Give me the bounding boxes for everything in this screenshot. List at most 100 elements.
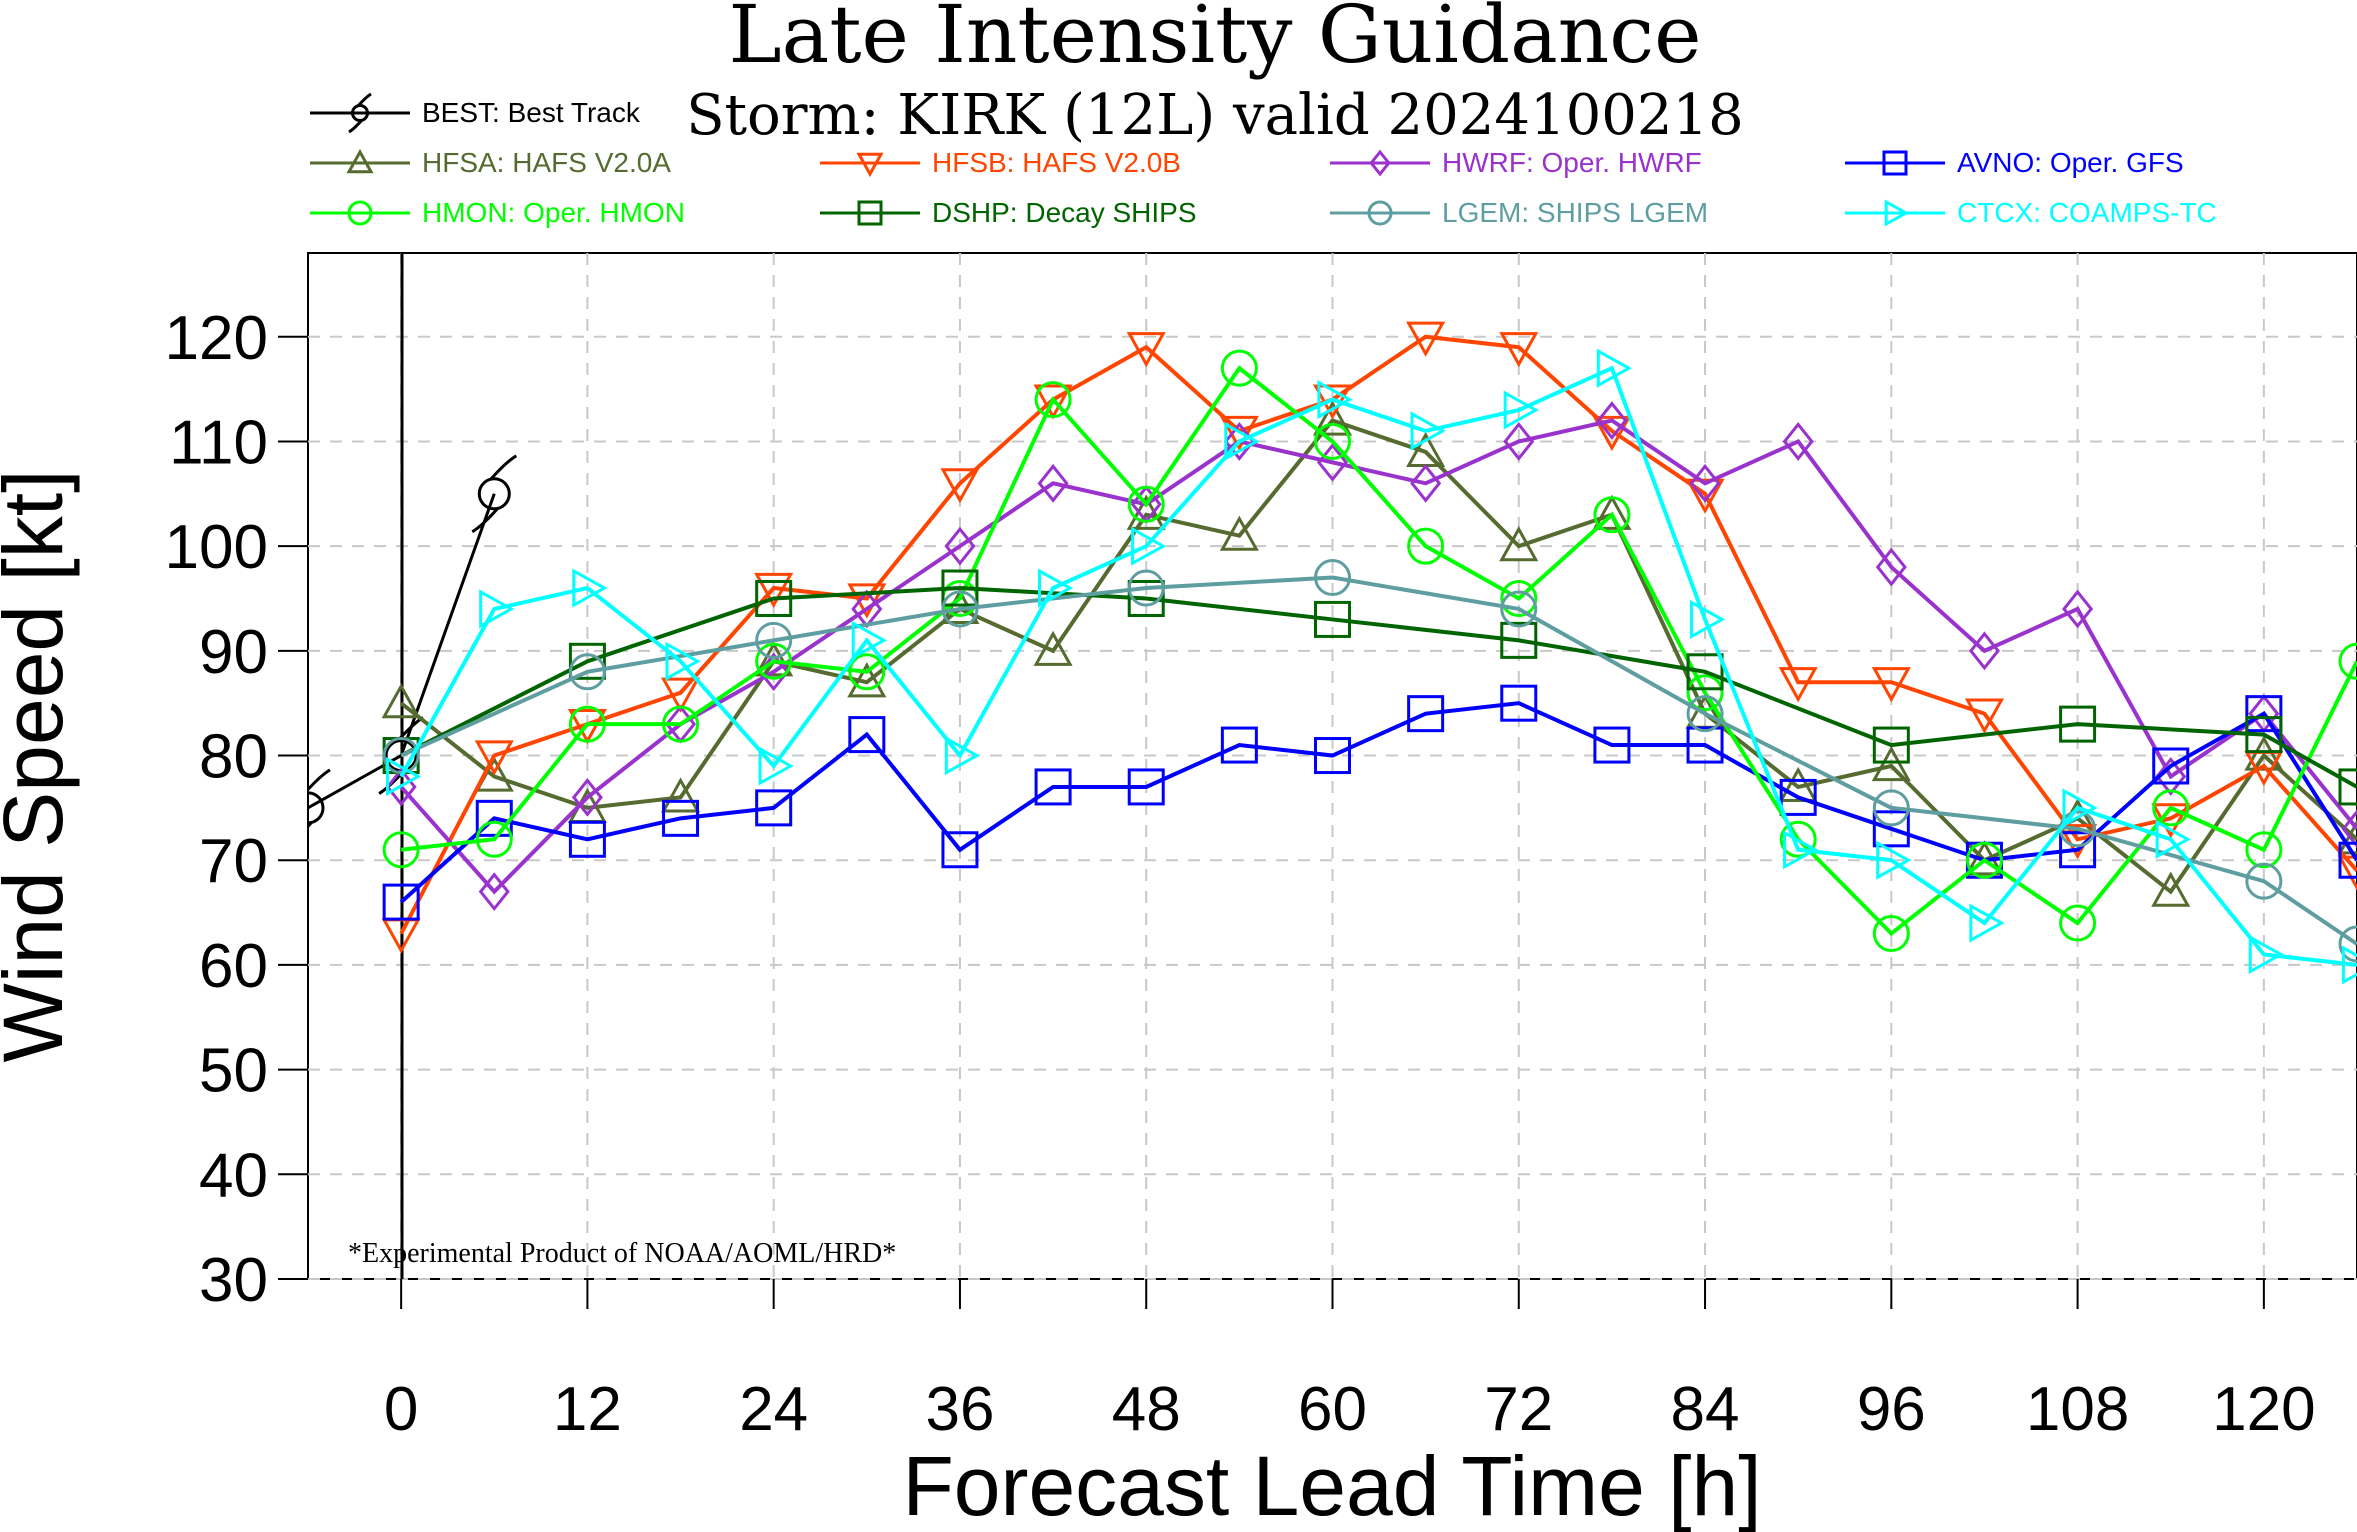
data-point bbox=[2155, 757, 2187, 796]
legend-label: HFSB: HAFS V2.0B bbox=[932, 147, 1181, 178]
hurricane-symbol-icon bbox=[348, 92, 372, 134]
data-point bbox=[758, 746, 794, 786]
data-point bbox=[1686, 674, 1724, 712]
legend-label: BEST: Best Track bbox=[422, 97, 641, 128]
legend-entry: CTCX: COAMPS-TC bbox=[1845, 197, 2217, 228]
data-point bbox=[2245, 831, 2283, 869]
data-point bbox=[1968, 631, 2000, 671]
data-point bbox=[1964, 698, 2005, 734]
y-tick-label: 50 bbox=[199, 1037, 268, 1106]
experimental-note: *Experimental Product of NOAA/AOML/HRD* bbox=[348, 1238, 896, 1269]
x-tick-label: 96 bbox=[1857, 1375, 1926, 1444]
legend-label: CTCX: COAMPS-TC bbox=[1957, 197, 2217, 228]
data-point bbox=[941, 590, 979, 628]
legend-entry: HWRF: Oper. HWRF bbox=[1330, 147, 1702, 178]
data-point bbox=[1369, 149, 1391, 177]
data-point bbox=[1314, 422, 1351, 460]
data-point bbox=[851, 620, 887, 660]
series-line bbox=[400, 575, 2357, 946]
data-point bbox=[1778, 667, 1818, 703]
data-point bbox=[1312, 400, 1353, 436]
data-point bbox=[1500, 590, 1538, 628]
x-axis-title: Forecast Lead Time [h] bbox=[902, 1439, 1761, 1532]
data-point bbox=[940, 468, 980, 504]
data-point bbox=[1871, 667, 1911, 703]
data-point bbox=[1127, 485, 1165, 523]
data-point bbox=[1686, 653, 1724, 691]
data-point bbox=[944, 735, 981, 776]
data-point bbox=[2062, 589, 2094, 629]
series-dshp bbox=[382, 569, 2357, 806]
data-point bbox=[941, 831, 979, 869]
data-point bbox=[1131, 526, 1167, 566]
data-point bbox=[1503, 390, 1539, 430]
data-point bbox=[1592, 494, 1632, 530]
legend-label: DSHP: Decay SHIPS bbox=[932, 197, 1197, 228]
data-point bbox=[941, 569, 979, 607]
data-point bbox=[1033, 384, 1073, 420]
data-point bbox=[857, 200, 883, 226]
data-point bbox=[1969, 903, 2005, 943]
data-point bbox=[1367, 200, 1393, 226]
data-point bbox=[2337, 855, 2357, 891]
data-point bbox=[1034, 768, 1072, 806]
data-point bbox=[1783, 830, 1819, 870]
series-lgem bbox=[382, 559, 2357, 963]
data-point bbox=[2338, 841, 2357, 879]
data-point bbox=[1596, 348, 1632, 388]
data-point bbox=[1689, 463, 1721, 503]
y-tick-label: 40 bbox=[199, 1141, 268, 1210]
data-point bbox=[1220, 349, 1258, 387]
data-point bbox=[1314, 737, 1351, 775]
x-tick-label: 84 bbox=[1671, 1375, 1740, 1444]
y-tick-label: 60 bbox=[199, 932, 268, 1001]
series-line bbox=[399, 365, 2357, 967]
data-point bbox=[1500, 621, 1538, 659]
legend-label: HFSA: HAFS V2.0A bbox=[422, 147, 671, 178]
data-point bbox=[1317, 380, 1353, 420]
data-point bbox=[1219, 515, 1259, 551]
data-point bbox=[665, 641, 701, 681]
legend-label: AVNO: Oper. GFS bbox=[1957, 147, 2184, 178]
data-point bbox=[2341, 945, 2357, 985]
data-point bbox=[1872, 810, 1910, 848]
data-point bbox=[568, 642, 606, 680]
data-point bbox=[1875, 547, 1907, 587]
x-axis-ticks: 0 12 24 36 48 60 72 84 96 108 120 bbox=[384, 1279, 2316, 1444]
data-point bbox=[1872, 915, 1910, 953]
data-point bbox=[1965, 841, 2003, 879]
data-point bbox=[381, 683, 421, 719]
data-point bbox=[754, 641, 794, 677]
legend-entry: HFSB: HAFS V2.0B bbox=[820, 147, 1181, 178]
data-point bbox=[478, 872, 510, 912]
x-tick-label: 12 bbox=[553, 1375, 622, 1444]
data-point bbox=[1126, 332, 1166, 368]
series-line bbox=[400, 586, 2357, 789]
data-point bbox=[1314, 600, 1351, 638]
data-point bbox=[2245, 716, 2283, 754]
data-point bbox=[662, 705, 700, 743]
data-point bbox=[847, 662, 887, 698]
series-hmon bbox=[382, 349, 2357, 953]
data-point bbox=[1884, 199, 1910, 227]
y-tick-label: 30 bbox=[199, 1246, 268, 1315]
data-point bbox=[1127, 569, 1165, 607]
data-point bbox=[1686, 726, 1724, 764]
data-point bbox=[2059, 831, 2097, 869]
data-point bbox=[2059, 705, 2097, 743]
data-point bbox=[1872, 726, 1910, 764]
data-point bbox=[1314, 559, 1351, 597]
legend-label: LGEM: SHIPS LGEM bbox=[1442, 197, 1708, 228]
data-point bbox=[755, 642, 793, 680]
data-point bbox=[1592, 415, 1632, 452]
legend-entry: HFSA: HAFS V2.0A bbox=[310, 147, 671, 178]
legend-entry: DSHP: Decay SHIPS bbox=[820, 197, 1197, 228]
data-point bbox=[2062, 788, 2098, 828]
data-point bbox=[2155, 819, 2191, 859]
x-tick-label: 36 bbox=[925, 1375, 994, 1444]
x-tick-label: 60 bbox=[1298, 1375, 1367, 1444]
data-point bbox=[2152, 747, 2190, 785]
data-point bbox=[1689, 599, 1726, 639]
chart-subtitle: Storm: KIRK (12L) valid 2024100218 bbox=[686, 83, 1744, 148]
